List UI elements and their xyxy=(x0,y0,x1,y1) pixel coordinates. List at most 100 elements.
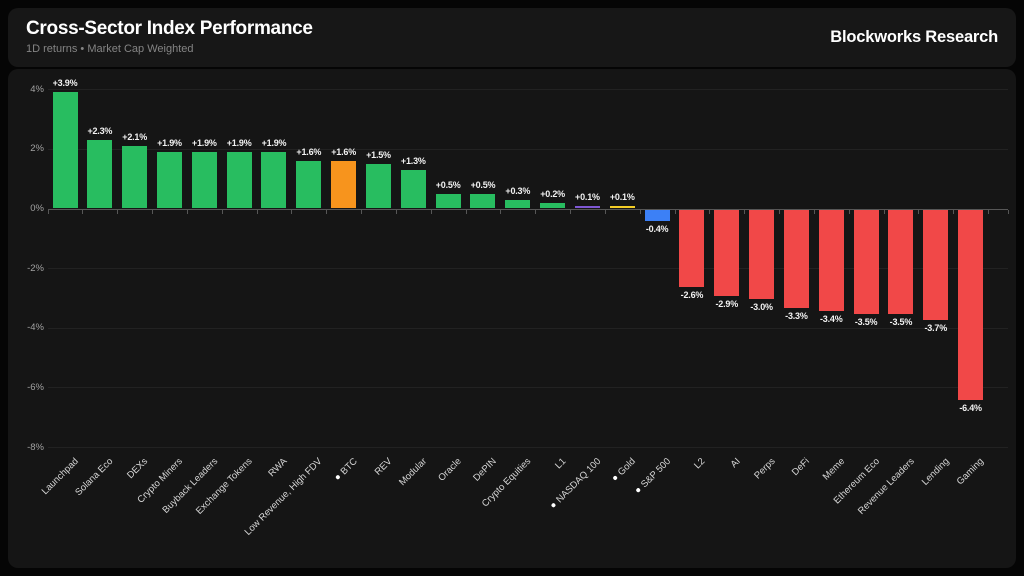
bar-value-label: +1.6% xyxy=(331,146,357,157)
bar-ai xyxy=(714,209,740,296)
x-axis-tick xyxy=(152,209,154,214)
x-axis-tick xyxy=(186,209,188,214)
bar-oracle xyxy=(435,193,461,209)
gridline xyxy=(48,89,1008,91)
bar-category-label: DePIN xyxy=(471,456,499,484)
bar-value-label: +0.3% xyxy=(505,185,531,196)
bar-lending xyxy=(923,209,949,320)
bar-s-p-500 xyxy=(644,209,670,222)
x-axis-tick xyxy=(361,209,363,214)
x-axis-tick xyxy=(326,209,328,214)
brand-wordmark: Blockworks Research xyxy=(830,28,998,46)
x-axis-tick xyxy=(291,209,293,214)
x-axis-tick xyxy=(674,209,676,214)
bar-category-label: DeFi xyxy=(790,456,813,478)
bar-category-label: Meme xyxy=(820,456,848,483)
bar-value-label: -6.4% xyxy=(959,403,982,414)
bar-value-label: +1.9% xyxy=(226,137,252,148)
x-axis-tick xyxy=(1008,209,1009,214)
bar-depin xyxy=(470,193,496,209)
bar-rev xyxy=(365,163,391,209)
y-axis-tick-label: -6% xyxy=(27,381,44,393)
bar-value-label: -2.6% xyxy=(680,290,704,301)
bar-crypto-miners xyxy=(156,151,182,209)
bar-value-label: +1.3% xyxy=(400,155,426,166)
bar-defi xyxy=(783,209,809,308)
bar-category-label: BTC xyxy=(333,456,359,483)
y-axis-tick-label: 2% xyxy=(30,143,44,155)
page-title: Cross-Sector Index Performance xyxy=(26,18,313,39)
benchmark-dot-icon xyxy=(550,502,557,509)
bar-gaming xyxy=(958,209,984,401)
x-axis-tick xyxy=(639,209,641,214)
y-axis-tick-label: -4% xyxy=(27,322,44,334)
x-axis-tick xyxy=(47,209,49,214)
y-axis-tick-label: -2% xyxy=(27,262,44,274)
y-axis-tick-label: 0% xyxy=(30,203,44,214)
bar-perps xyxy=(749,209,775,299)
bar-category-label: DEXs xyxy=(125,456,151,481)
benchmark-dot-icon xyxy=(334,474,341,481)
bar-value-label: -3.5% xyxy=(854,316,878,327)
bar-category-label: Modular xyxy=(397,456,430,489)
bar-category-label: REV xyxy=(372,456,395,478)
gridline xyxy=(48,447,1008,449)
bar-category-label: L2 xyxy=(692,456,708,472)
bar-dexs xyxy=(122,145,148,209)
bar-category-label: S&P 500 xyxy=(633,456,673,496)
bar-category-label: Oracle xyxy=(436,456,464,484)
gridline xyxy=(48,387,1008,389)
x-axis-tick xyxy=(82,209,84,214)
x-axis-tick xyxy=(987,209,989,214)
bar-value-label: -3.0% xyxy=(750,301,773,312)
bar-modular xyxy=(400,169,426,209)
x-axis-tick xyxy=(570,209,572,214)
bar-revenue-leaders xyxy=(888,209,914,314)
zero-axis-line xyxy=(48,208,1008,210)
bar-value-label: -3.4% xyxy=(819,313,843,324)
bar-ethereum-eco xyxy=(853,209,879,314)
bar-value-label: -3.3% xyxy=(785,310,808,321)
x-axis-tick xyxy=(117,209,119,214)
bar-value-label: +0.2% xyxy=(540,188,565,199)
bar-category-label: Perps xyxy=(752,456,778,482)
x-axis-tick xyxy=(604,209,606,214)
bar-category-label: AI xyxy=(728,456,743,471)
bar-value-label: +1.9% xyxy=(157,137,182,148)
x-axis-tick xyxy=(813,209,815,214)
bar-low-revenue-high-fdv xyxy=(296,160,322,209)
bar-value-label: -3.5% xyxy=(889,316,913,327)
bar-buyback-leaders xyxy=(191,151,217,209)
bar-l1 xyxy=(540,202,566,209)
bar-value-label: +2.3% xyxy=(87,125,113,136)
bar-value-label: +0.5% xyxy=(470,179,496,190)
bar-value-label: -2.9% xyxy=(715,299,739,309)
x-axis-tick xyxy=(465,209,467,214)
x-axis-tick xyxy=(395,209,397,214)
x-axis-tick xyxy=(918,209,920,214)
benchmark-dot-icon xyxy=(635,487,641,494)
bar-value-label: +0.1% xyxy=(609,191,635,202)
bar-gold xyxy=(609,205,635,209)
bar-rwa xyxy=(261,151,287,209)
x-axis-tick xyxy=(221,209,223,214)
x-axis-tick xyxy=(500,209,502,214)
bar-nasdaq-100 xyxy=(574,205,600,209)
gridline xyxy=(48,268,1008,270)
bar-category-label: Gaming xyxy=(955,456,987,488)
page-subtitle: 1D returns • Market Cap Weighted xyxy=(26,43,194,55)
bar-value-label: -3.7% xyxy=(924,322,947,333)
bar-category-label: L1 xyxy=(553,456,569,472)
bar-value-label: +1.6% xyxy=(296,146,322,157)
bar-btc xyxy=(331,160,357,209)
header-titles: Cross-Sector Index Performance 1D return… xyxy=(26,17,313,57)
x-axis-tick xyxy=(848,209,850,214)
bar-value-label: +3.9% xyxy=(52,78,78,89)
bar-value-label: -0.4% xyxy=(645,224,669,235)
x-axis-tick xyxy=(256,209,258,214)
header-panel: Cross-Sector Index Performance 1D return… xyxy=(8,8,1016,67)
bar-value-label: +1.9% xyxy=(261,137,287,148)
x-axis-tick xyxy=(430,209,432,214)
